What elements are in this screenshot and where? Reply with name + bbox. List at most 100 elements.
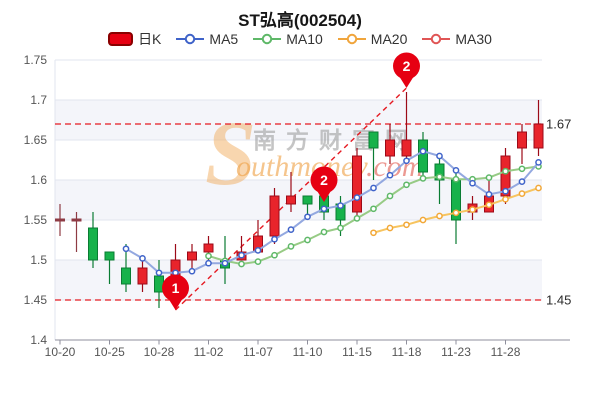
ma-point [188, 267, 196, 275]
candle-11-17[interactable] [385, 124, 395, 164]
ma-point [271, 235, 278, 243]
candle-body [385, 139, 395, 157]
candle-body [302, 195, 313, 205]
candle-body [533, 123, 544, 149]
y-axis-label: 1.55 [24, 213, 48, 227]
ma5-line [122, 147, 542, 277]
candle-10-24[interactable] [88, 212, 98, 268]
ma-point [386, 171, 394, 179]
candle-body [269, 195, 280, 237]
candle-10-27[interactable] [137, 260, 148, 292]
ma-point [436, 173, 443, 181]
ma-point [221, 259, 229, 267]
marker-circle [310, 166, 338, 194]
candle-body [121, 267, 131, 285]
ma-point [485, 174, 493, 181]
candle-11-28[interactable] [500, 148, 511, 204]
ma-point [238, 251, 245, 259]
marker-circle [162, 274, 189, 302]
candle-10-20[interactable] [55, 204, 65, 236]
ma-point [518, 178, 526, 185]
candle-body [104, 251, 115, 261]
line-marker-icon [337, 33, 366, 45]
ma-point [254, 258, 262, 265]
ma-point [320, 205, 328, 213]
candle-10-21[interactable] [71, 212, 82, 252]
candle-11-21[interactable] [418, 132, 428, 180]
candle-11-09[interactable] [286, 172, 296, 212]
line-marker-icon [253, 33, 282, 45]
ma-point [205, 259, 212, 267]
ma20-line [370, 184, 542, 237]
marker-number: 2 [320, 172, 328, 188]
marker-tail [316, 190, 332, 202]
x-axis-label: 10-25 [94, 345, 125, 359]
ma-point [287, 243, 295, 250]
x-axis-label: 11-02 [194, 345, 224, 359]
price-label: 1.67 [546, 117, 571, 132]
candle-body [187, 251, 197, 261]
ma-point [403, 157, 410, 165]
marker-tail [168, 298, 183, 310]
y-axis-label: 1.6 [30, 173, 47, 187]
ma-point [320, 228, 328, 236]
watermark-cn-text: 南方财富网 [253, 127, 418, 153]
ma-point [452, 167, 460, 174]
legend-item-ma30[interactable]: MA30 [422, 31, 492, 47]
legend-label: MA30 [455, 31, 492, 47]
candle-10-25[interactable] [104, 251, 115, 284]
marker-tail [399, 76, 414, 88]
candle-11-16[interactable] [368, 131, 379, 180]
ma-point [370, 184, 377, 192]
candle-11-15[interactable] [352, 148, 362, 220]
ma-point [205, 252, 212, 260]
ma-point [337, 224, 344, 232]
ma-point [502, 195, 509, 203]
x-axis-label: 11-23 [441, 345, 471, 359]
ma-point [535, 159, 542, 166]
marker-circle [393, 52, 420, 80]
candle-body [517, 131, 527, 149]
candle-body [137, 267, 148, 285]
candle-body [88, 227, 98, 261]
candle-body [286, 195, 296, 205]
candle-body [418, 139, 428, 173]
legend-item-daily-k[interactable]: 日K [108, 29, 161, 49]
x-axis-label: 11-07 [243, 345, 273, 359]
ma-point [535, 184, 542, 192]
x-axis-label: 11-10 [293, 345, 323, 359]
ma-point [485, 191, 493, 198]
legend-item-ma20[interactable]: MA20 [337, 31, 407, 47]
marker-number: 1 [172, 280, 180, 296]
legend-label: MA10 [286, 31, 323, 47]
legend-item-ma5[interactable]: MA5 [176, 31, 238, 47]
ma-point [436, 152, 443, 160]
ma-point [353, 194, 361, 201]
y-axis-label: 1.65 [24, 133, 48, 147]
ma-point [155, 269, 163, 277]
ma-point [304, 236, 311, 244]
plot-band [55, 60, 542, 100]
candle-body [203, 243, 214, 253]
legend-item-ma10[interactable]: MA10 [253, 31, 323, 47]
x-axis-label: 11-18 [392, 345, 422, 359]
ma-point [502, 187, 509, 195]
ma-point [353, 215, 361, 222]
candle-11-18[interactable] [401, 92, 412, 164]
ma-point [403, 181, 410, 189]
y-axis-label: 1.4 [30, 333, 47, 347]
candle-11-08[interactable] [269, 188, 280, 244]
candle-11-29[interactable] [517, 124, 527, 164]
plot-band [55, 100, 542, 140]
y-axis-label: 1.45 [24, 293, 48, 307]
ma-point [419, 216, 427, 224]
candle-11-30[interactable] [533, 100, 544, 156]
ma-point [238, 260, 245, 268]
candle-11-01[interactable] [187, 244, 197, 268]
legend-label: MA5 [209, 31, 239, 47]
y-axis-label: 1.5 [30, 253, 47, 267]
legend: 日K MA5 MA10 MA20 MA30 [0, 29, 600, 49]
ma-point [370, 205, 377, 213]
